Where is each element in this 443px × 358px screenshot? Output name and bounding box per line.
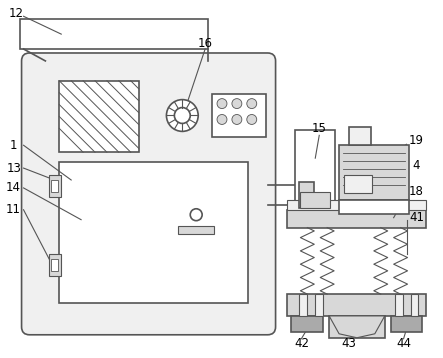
Text: 15: 15	[312, 122, 326, 135]
Text: 4: 4	[413, 159, 420, 171]
Bar	[51, 260, 58, 271]
Bar	[349, 127, 371, 145]
Circle shape	[232, 98, 242, 108]
Text: 14: 14	[6, 182, 21, 194]
Bar	[288, 200, 427, 210]
Text: 19: 19	[409, 134, 424, 147]
Text: 44: 44	[396, 337, 411, 350]
Bar	[391, 316, 423, 332]
Bar	[395, 294, 403, 316]
Bar	[315, 294, 323, 316]
Bar	[339, 200, 408, 214]
Bar	[288, 294, 427, 316]
Text: 18: 18	[409, 185, 424, 198]
Polygon shape	[329, 316, 385, 338]
Bar	[299, 294, 307, 316]
Bar	[19, 19, 208, 49]
Bar	[339, 145, 408, 200]
Circle shape	[167, 100, 198, 131]
Text: 1: 1	[10, 139, 17, 152]
Circle shape	[247, 98, 257, 108]
Circle shape	[217, 115, 227, 125]
Bar	[411, 294, 419, 316]
Text: 42: 42	[294, 337, 309, 350]
Text: 43: 43	[342, 337, 357, 350]
Bar	[300, 192, 330, 208]
Circle shape	[175, 107, 190, 124]
Bar	[291, 316, 323, 332]
Bar	[59, 81, 139, 152]
Bar	[329, 316, 385, 338]
Bar	[288, 210, 427, 228]
Text: 11: 11	[6, 203, 21, 216]
Bar	[344, 175, 372, 193]
FancyBboxPatch shape	[22, 53, 276, 335]
Bar	[179, 226, 214, 233]
Circle shape	[217, 98, 227, 108]
Text: 13: 13	[6, 161, 21, 175]
Bar	[59, 162, 248, 303]
Text: 12: 12	[9, 7, 24, 20]
Circle shape	[190, 209, 202, 221]
Text: 16: 16	[198, 37, 213, 49]
Bar	[299, 182, 314, 208]
Bar	[49, 175, 61, 197]
Circle shape	[247, 115, 257, 125]
Bar	[49, 255, 61, 276]
Bar	[212, 94, 266, 137]
Circle shape	[232, 115, 242, 125]
Text: 41: 41	[409, 211, 424, 224]
Bar	[51, 180, 58, 192]
Bar	[295, 130, 335, 210]
